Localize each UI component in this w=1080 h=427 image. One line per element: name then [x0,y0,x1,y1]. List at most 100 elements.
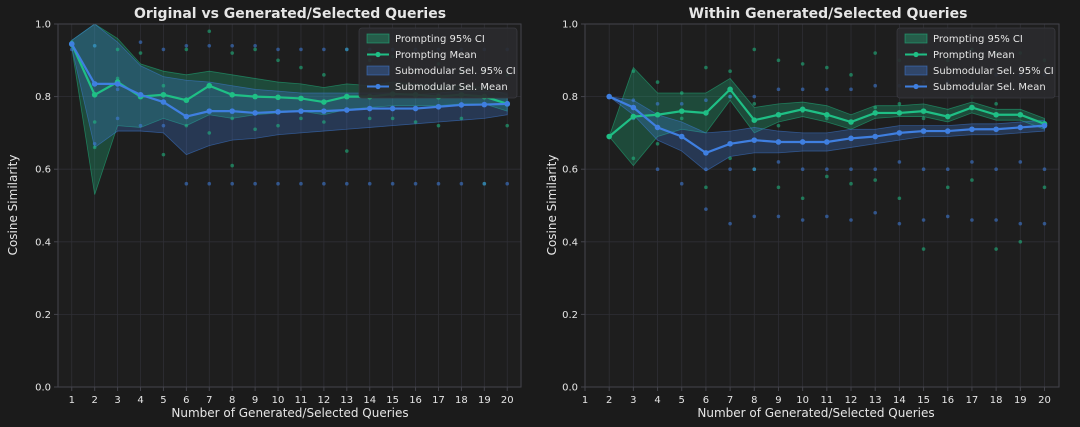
mean-point [775,111,782,118]
mean-point [944,128,951,134]
mean-point [298,95,304,102]
mean-point [183,97,190,104]
scatter-point [897,102,902,106]
scatter-point [776,123,781,128]
mean-point [229,108,235,114]
x-tick-label: 9 [252,395,258,406]
y-tick-label: 0.0 [35,383,51,394]
x-tick-label: 1 [69,395,75,406]
scatter-point [1018,221,1023,226]
scatter-point [728,167,732,171]
legend-label: Submodular Sel. 95% CI [395,66,516,77]
scatter-point [679,181,684,186]
legend-label: Prompting 95% CI [395,34,485,45]
scatter-point [800,87,805,92]
scatter-point [921,116,926,121]
scatter-point [752,47,757,52]
mean-point [872,110,879,116]
scatter-point [390,116,395,121]
scatter-point [800,62,805,66]
mean-point [969,104,975,111]
x-tick-label: 14 [893,395,906,406]
x-tick-label: 7 [206,395,212,406]
mean-point [993,111,999,118]
mean-point [678,108,685,114]
scatter-point [1018,160,1023,164]
scatter-point [752,167,757,171]
x-tick-label: 2 [91,395,97,406]
y-tick-label: 0.0 [562,383,578,394]
scatter-point [230,116,234,121]
scatter-point [345,149,349,153]
y-axis-label: Cosine Similarity [6,155,20,256]
scatter-point [776,87,781,92]
mean-point [412,105,419,112]
scatter-point [897,221,902,226]
x-tick-label: 9 [775,395,781,406]
scatter-point [322,120,326,124]
x-axis-label: Number of Generated/Selected Queries [171,406,408,420]
x-tick-label: 11 [295,395,308,406]
x-tick-label: 18 [455,395,468,406]
scatter-point [776,185,781,190]
mean-point [824,111,830,118]
scatter-point [631,69,636,73]
legend-marker [913,83,919,90]
axes-spine [584,23,1060,388]
scatter-point [161,47,166,52]
mean-point [91,91,98,98]
scatter-point [505,181,510,186]
scatter-point [184,43,189,48]
scatter-point [921,167,926,171]
scatter-point [800,167,805,171]
scatter-point [299,47,303,52]
scatter-point [970,160,974,164]
mean-point [321,99,327,105]
scatter-point [138,123,143,128]
scatter-point [994,167,998,171]
mean-point [872,133,879,140]
scatter-point [115,76,120,81]
scatter-point [253,181,257,186]
scatter-point [849,73,853,77]
scatter-point [138,40,143,44]
mean-point [252,93,258,100]
y-tick-label: 0.2 [35,310,51,321]
legend-box [358,27,518,99]
scatter-point [322,73,326,77]
scatter-point [873,210,878,215]
x-tick-label: 4 [654,395,660,406]
scatter-point [849,87,853,92]
scatter-point [253,127,257,132]
legend-marker [913,51,919,58]
x-tick-label: 14 [363,395,376,406]
scatter-point [679,91,684,95]
scatter-point [679,102,684,106]
chart-title: Original vs Generated/Selected Queries [134,6,446,22]
x-tick-label: 7 [727,395,733,406]
scatter-point [655,102,660,106]
scatter-point [207,29,212,34]
mean-point [504,101,511,107]
y-tick-label: 0.6 [562,165,578,176]
scatter-point [184,47,189,52]
scatter-point [873,178,878,182]
scatter-point [849,218,853,222]
mean-point [824,139,830,145]
x-tick-label: 20 [501,395,514,406]
scatter-point [704,65,708,70]
mean-point [206,82,213,89]
scatter-point [115,116,120,121]
scatter-point [1042,221,1047,226]
scatter-point [161,152,166,157]
scatter-point [459,116,464,121]
scatter-point [138,51,143,55]
scatter-point [679,116,684,121]
scatter-point [849,167,853,171]
mean-point [920,108,927,114]
scatter-point [92,141,97,146]
legend-marker [375,51,381,58]
mean-point [727,140,733,147]
scatter-point [776,160,781,164]
x-tick-label: 12 [318,395,331,406]
